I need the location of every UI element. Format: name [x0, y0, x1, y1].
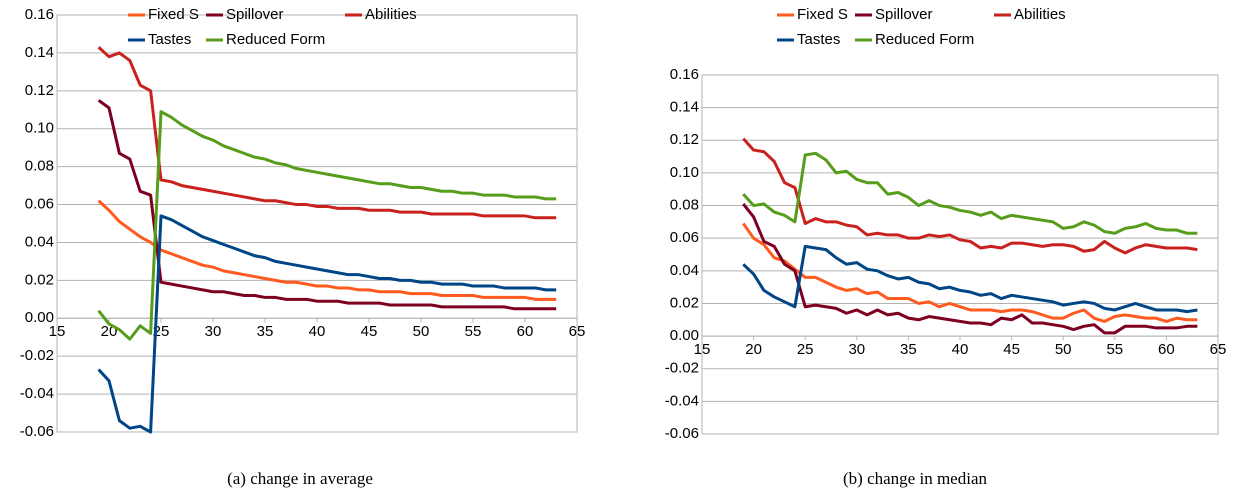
- y-tick-label: -0.06: [20, 423, 54, 440]
- x-tick-label: 65: [569, 323, 586, 340]
- x-tick-label: 50: [1055, 341, 1072, 358]
- y-tick-label: 0.14: [25, 44, 54, 61]
- series-line: [97, 99, 557, 311]
- legend-label: Fixed S: [797, 6, 848, 23]
- x-tick-label: 40: [952, 341, 969, 358]
- legend-label: Reduced Form: [226, 31, 325, 48]
- x-tick-label: 40: [309, 323, 326, 340]
- x-tick-label: 55: [465, 323, 482, 340]
- legend-item: Abilities: [994, 6, 1066, 23]
- x-tick-label: 55: [1106, 341, 1123, 358]
- y-tick-label: 0.02: [670, 294, 699, 311]
- x-tick-label: 30: [848, 341, 865, 358]
- y-tick-label: -0.02: [20, 347, 54, 364]
- legend-item: Fixed S: [777, 6, 848, 23]
- legend-item: Spillover: [855, 6, 933, 23]
- series-line: [97, 46, 557, 220]
- y-tick-label: 0.04: [25, 233, 54, 250]
- x-tick-label: 30: [205, 323, 222, 340]
- legend-label: Reduced Form: [875, 31, 974, 48]
- legend-item: Fixed S: [128, 6, 199, 23]
- y-tick-label: 0.00: [25, 309, 54, 326]
- x-tick-label: 25: [797, 341, 814, 358]
- chart: -0.06 -0.04 -0.02 0.00 0.02 0.04 0.06 0.08 0.10 0…: [20, 6, 586, 488]
- y-tick-label: 0.02: [25, 271, 54, 288]
- y-tick-label: 0.06: [670, 229, 699, 246]
- x-tick-label: 35: [257, 323, 274, 340]
- series-line: [97, 110, 557, 341]
- y-tick-label: 0.12: [670, 131, 699, 148]
- legend-item: Tastes: [777, 31, 840, 48]
- caption: (a) change in average: [227, 469, 373, 488]
- series-line: [742, 137, 1198, 255]
- y-tick-label: 0.14: [670, 99, 699, 116]
- y-tick-label: 0.00: [670, 327, 699, 344]
- series-line: [97, 199, 557, 301]
- y-tick-label: 0.12: [25, 82, 54, 99]
- legend-label: Abilities: [1014, 6, 1066, 23]
- legend-item: Reduced Form: [206, 31, 325, 48]
- x-tick-label: 15: [49, 323, 66, 340]
- y-tick-label: 0.10: [670, 164, 699, 181]
- plot-border: [56, 14, 578, 433]
- series-line: [742, 151, 1198, 235]
- legend-label: Tastes: [797, 31, 840, 48]
- legend-label: Tastes: [148, 31, 191, 48]
- legend-label: Spillover: [226, 6, 284, 23]
- series-line: [97, 214, 557, 434]
- y-tick-label: 0.16: [670, 66, 699, 83]
- y-tick-label: -0.04: [20, 385, 54, 402]
- caption: (b) change in median: [843, 469, 987, 488]
- chart: -0.06 -0.04 -0.02 0.00 0.02 0.04 0.06 0.08 0.10 0…: [665, 6, 1227, 488]
- x-tick-label: 20: [745, 341, 762, 358]
- x-tick-label: 65: [1210, 341, 1227, 358]
- x-tick-label: 35: [900, 341, 917, 358]
- legend-item: Tastes: [128, 31, 191, 48]
- x-tick-label: 60: [517, 323, 534, 340]
- legend-item: Spillover: [206, 6, 284, 23]
- x-tick-label: 50: [413, 323, 430, 340]
- y-tick-label: 0.08: [670, 197, 699, 214]
- y-tick-label: -0.06: [665, 425, 699, 442]
- series-line: [742, 222, 1198, 323]
- x-tick-label: 45: [361, 323, 378, 340]
- y-tick-label: 0.08: [25, 158, 54, 175]
- legend-label: Fixed S: [148, 6, 199, 23]
- y-tick-label: -0.02: [665, 360, 699, 377]
- legend-item: Abilities: [345, 6, 417, 23]
- legend-label: Abilities: [365, 6, 417, 23]
- series-line: [742, 202, 1198, 335]
- y-tick-label: -0.04: [665, 392, 699, 409]
- x-tick-label: 60: [1158, 341, 1175, 358]
- x-tick-label: 45: [1003, 341, 1020, 358]
- y-tick-label: 0.10: [25, 120, 54, 137]
- x-tick-label: 15: [694, 341, 711, 358]
- legend-item: Reduced Form: [855, 31, 974, 48]
- y-tick-label: 0.06: [25, 196, 54, 213]
- y-tick-label: 0.16: [25, 6, 54, 23]
- series-line: [742, 244, 1198, 314]
- y-tick-label: 0.04: [670, 262, 699, 279]
- legend-label: Spillover: [875, 6, 933, 23]
